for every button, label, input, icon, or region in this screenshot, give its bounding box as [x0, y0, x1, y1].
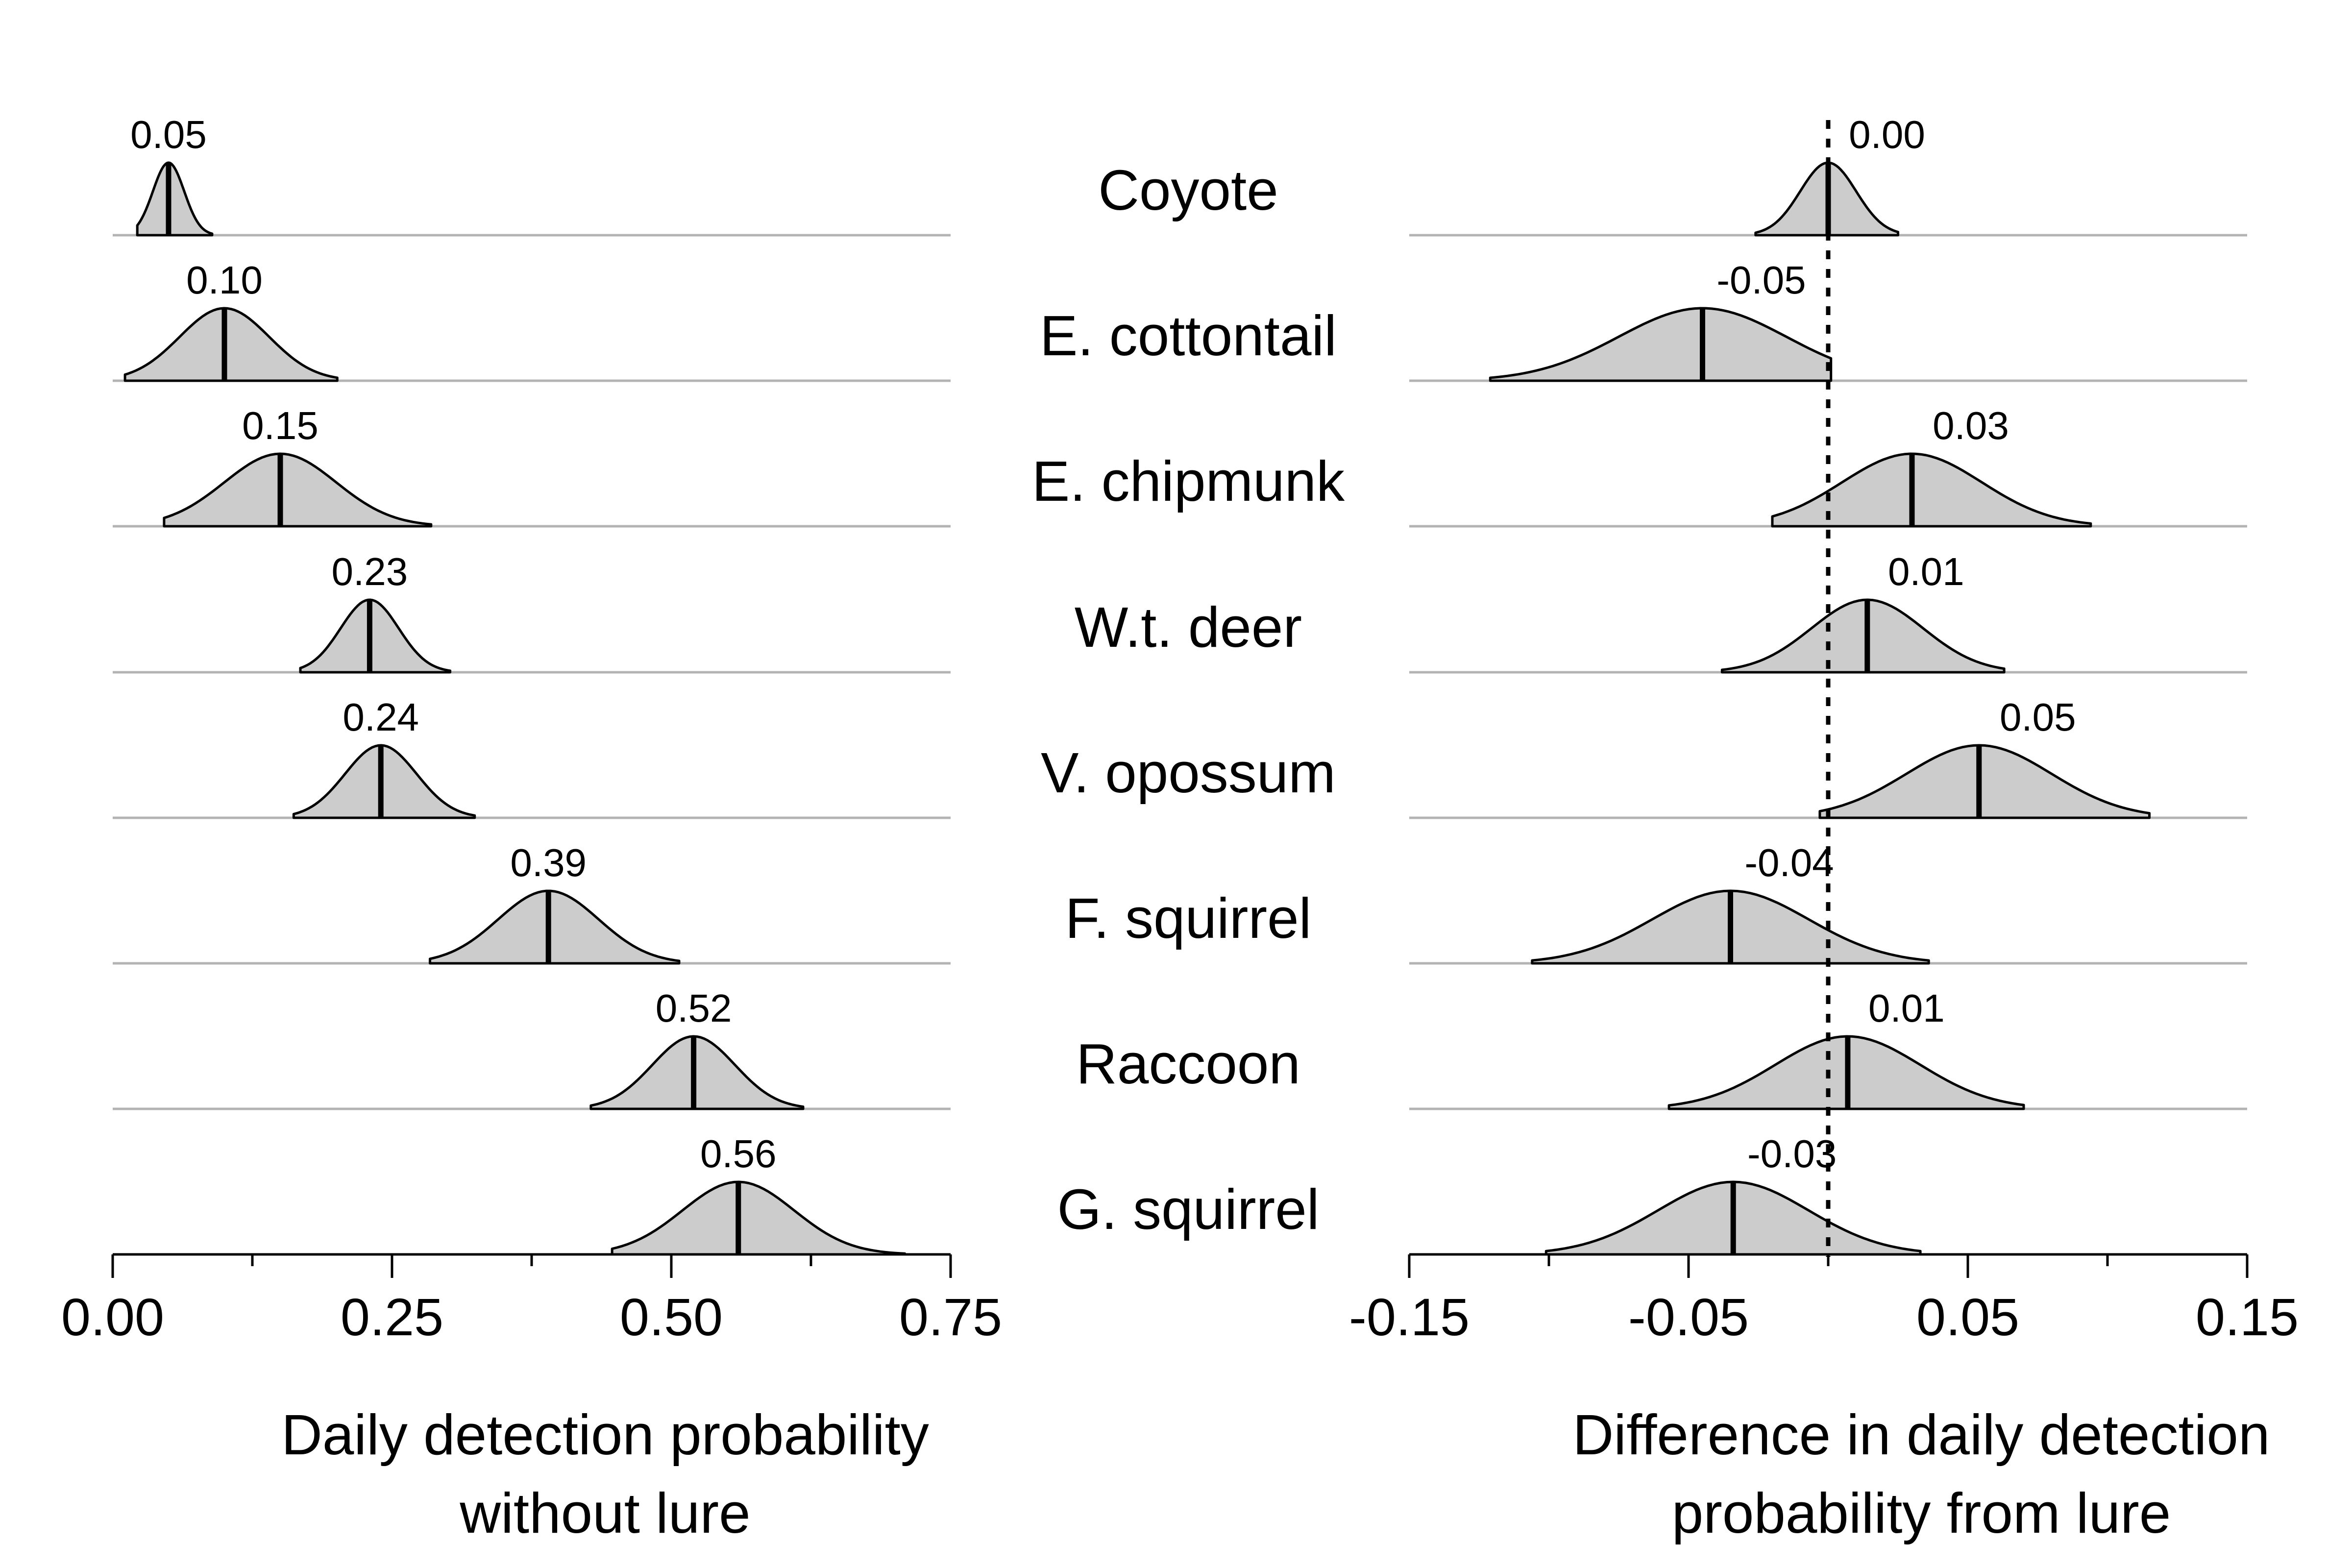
left-panel-density-plot: 0.05 0.10 0.15 0.23 0.24 0.39 0.52 0.56 0.00 0.25… — [61, 113, 1002, 1545]
median-value-label: 0.01 — [1868, 986, 1945, 1030]
x-tick-label: 0.75 — [899, 1287, 1002, 1347]
density-shape — [136, 161, 214, 237]
x-axis-title: Daily detection probability — [281, 1403, 929, 1467]
x-axis-title: probability from lure — [1672, 1481, 2171, 1545]
x-tick-label: 0.25 — [341, 1287, 443, 1347]
species-label: V. opossum — [1041, 741, 1336, 805]
median-value-label: -0.05 — [1716, 258, 1806, 302]
x-tick-label: -0.15 — [1349, 1287, 1470, 1347]
median-value-label: 0.05 — [130, 113, 207, 156]
species-label: G. squirrel — [1057, 1177, 1319, 1241]
median-value-label: 0.10 — [186, 258, 263, 302]
median-value-label: 0.39 — [510, 841, 587, 884]
density-shape — [163, 452, 433, 528]
median-value-label: 0.00 — [1849, 113, 1925, 156]
density-shape — [589, 1035, 805, 1110]
species-label: E. chipmunk — [1032, 449, 1345, 513]
median-value-label: 0.03 — [1933, 404, 2009, 447]
species-label: Raccoon — [1076, 1032, 1300, 1096]
density-shape — [299, 598, 452, 674]
species-label: Coyote — [1098, 158, 1278, 222]
density-shape — [1489, 307, 1833, 382]
species-label: E. cottontail — [1040, 304, 1337, 368]
x-tick-label: 0.50 — [620, 1287, 723, 1347]
median-value-label: -0.04 — [1744, 841, 1834, 884]
species-label: W.t. deer — [1075, 595, 1302, 659]
median-value-label: 0.01 — [1888, 550, 1964, 593]
species-label-column: Coyote E. cottontail E. chipmunk W.t. deer V… — [1032, 158, 1345, 1241]
species-label: F. squirrel — [1065, 886, 1312, 950]
density-shape — [1771, 452, 2092, 528]
right-panel-difference-plot: 0.00 -0.05 0.03 0.01 0.05 -0.04 0.01 -0.03 -0.15… — [1349, 113, 2299, 1545]
x-tick-label: 0.15 — [2196, 1287, 2299, 1347]
x-tick-label: 0.05 — [1916, 1287, 2019, 1347]
x-axis-title: without lure — [459, 1481, 750, 1545]
median-value-label: 0.05 — [2000, 695, 2076, 739]
median-value-label: 0.23 — [332, 550, 408, 593]
density-shape — [292, 744, 476, 819]
x-tick-label: 0.00 — [61, 1287, 164, 1347]
x-tick-label: -0.05 — [1628, 1287, 1749, 1347]
density-shape — [429, 889, 681, 965]
density-shape — [1818, 744, 2151, 819]
x-axis-title: Difference in daily detection — [1573, 1403, 2270, 1467]
density-shape — [123, 307, 339, 382]
density-shape — [611, 1180, 906, 1256]
median-value-label: 0.52 — [656, 986, 732, 1030]
median-value-label: 0.15 — [242, 404, 318, 447]
median-value-label: -0.03 — [1747, 1132, 1837, 1176]
density-shape — [1720, 598, 2006, 674]
median-value-label: 0.56 — [700, 1132, 777, 1176]
median-value-label: 0.24 — [343, 695, 419, 739]
